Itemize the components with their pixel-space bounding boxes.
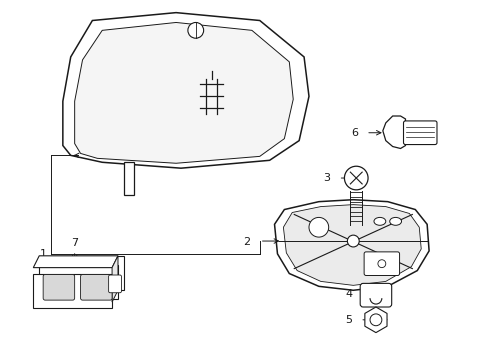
Circle shape (187, 22, 203, 38)
Polygon shape (274, 200, 428, 290)
Circle shape (377, 260, 385, 267)
Polygon shape (33, 256, 118, 267)
Polygon shape (382, 116, 405, 148)
FancyBboxPatch shape (81, 275, 112, 300)
FancyBboxPatch shape (360, 283, 391, 307)
Text: 5: 5 (345, 315, 351, 325)
Ellipse shape (373, 217, 385, 225)
Text: 3: 3 (323, 173, 330, 183)
Polygon shape (33, 274, 112, 308)
Ellipse shape (389, 217, 401, 225)
Text: 7: 7 (71, 238, 78, 248)
FancyBboxPatch shape (43, 275, 75, 300)
Circle shape (369, 314, 381, 326)
Circle shape (308, 217, 328, 237)
Text: 1: 1 (40, 249, 46, 259)
Text: 2: 2 (243, 237, 249, 247)
Polygon shape (63, 13, 308, 168)
Polygon shape (123, 162, 133, 195)
Polygon shape (364, 307, 386, 333)
Polygon shape (39, 265, 118, 299)
FancyBboxPatch shape (108, 275, 121, 293)
Polygon shape (75, 22, 293, 163)
Circle shape (344, 166, 367, 190)
Polygon shape (45, 256, 123, 290)
Text: 4: 4 (345, 289, 351, 299)
Text: 6: 6 (350, 128, 358, 138)
Polygon shape (112, 256, 118, 302)
FancyBboxPatch shape (364, 252, 399, 275)
Circle shape (346, 235, 359, 247)
FancyBboxPatch shape (403, 121, 436, 145)
Polygon shape (283, 204, 420, 285)
